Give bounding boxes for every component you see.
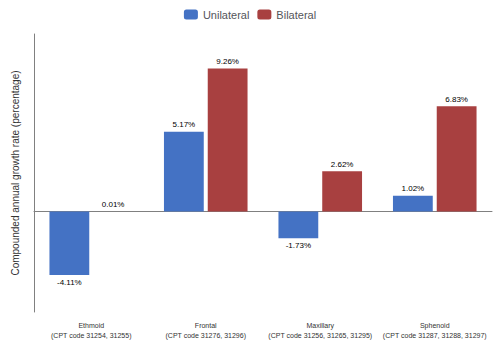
svg-text:(CPT code 31254, 31255): (CPT code 31254, 31255) <box>51 332 131 340</box>
svg-text:Bilateral: Bilateral <box>276 9 316 21</box>
svg-text:9.26%: 9.26% <box>216 57 239 66</box>
svg-text:Frontal: Frontal <box>195 322 217 329</box>
svg-text:(CPT code 31256, 31265, 31295): (CPT code 31256, 31265, 31295) <box>268 332 372 340</box>
svg-text:0.01%: 0.01% <box>102 200 125 209</box>
svg-text:Unilateral: Unilateral <box>203 9 249 21</box>
svg-text:5.17%: 5.17% <box>173 120 196 129</box>
svg-text:6.83%: 6.83% <box>445 95 468 104</box>
svg-text:(CPT code 31287, 31288, 31297): (CPT code 31287, 31288, 31297) <box>383 332 487 340</box>
svg-text:-1.73%: -1.73% <box>286 241 311 250</box>
svg-text:Sphenoid: Sphenoid <box>420 322 450 330</box>
svg-text:Compounded annual growth rate: Compounded annual growth rate (percentag… <box>10 70 21 275</box>
svg-text:-4.11%: -4.11% <box>57 278 82 287</box>
svg-text:1.02%: 1.02% <box>402 184 425 193</box>
svg-text:Ethmoid: Ethmoid <box>78 322 104 329</box>
svg-text:Maxillary: Maxillary <box>306 322 334 330</box>
svg-text:2.62%: 2.62% <box>331 160 354 169</box>
svg-text:(CPT code 31276, 31296): (CPT code 31276, 31296) <box>166 332 246 340</box>
